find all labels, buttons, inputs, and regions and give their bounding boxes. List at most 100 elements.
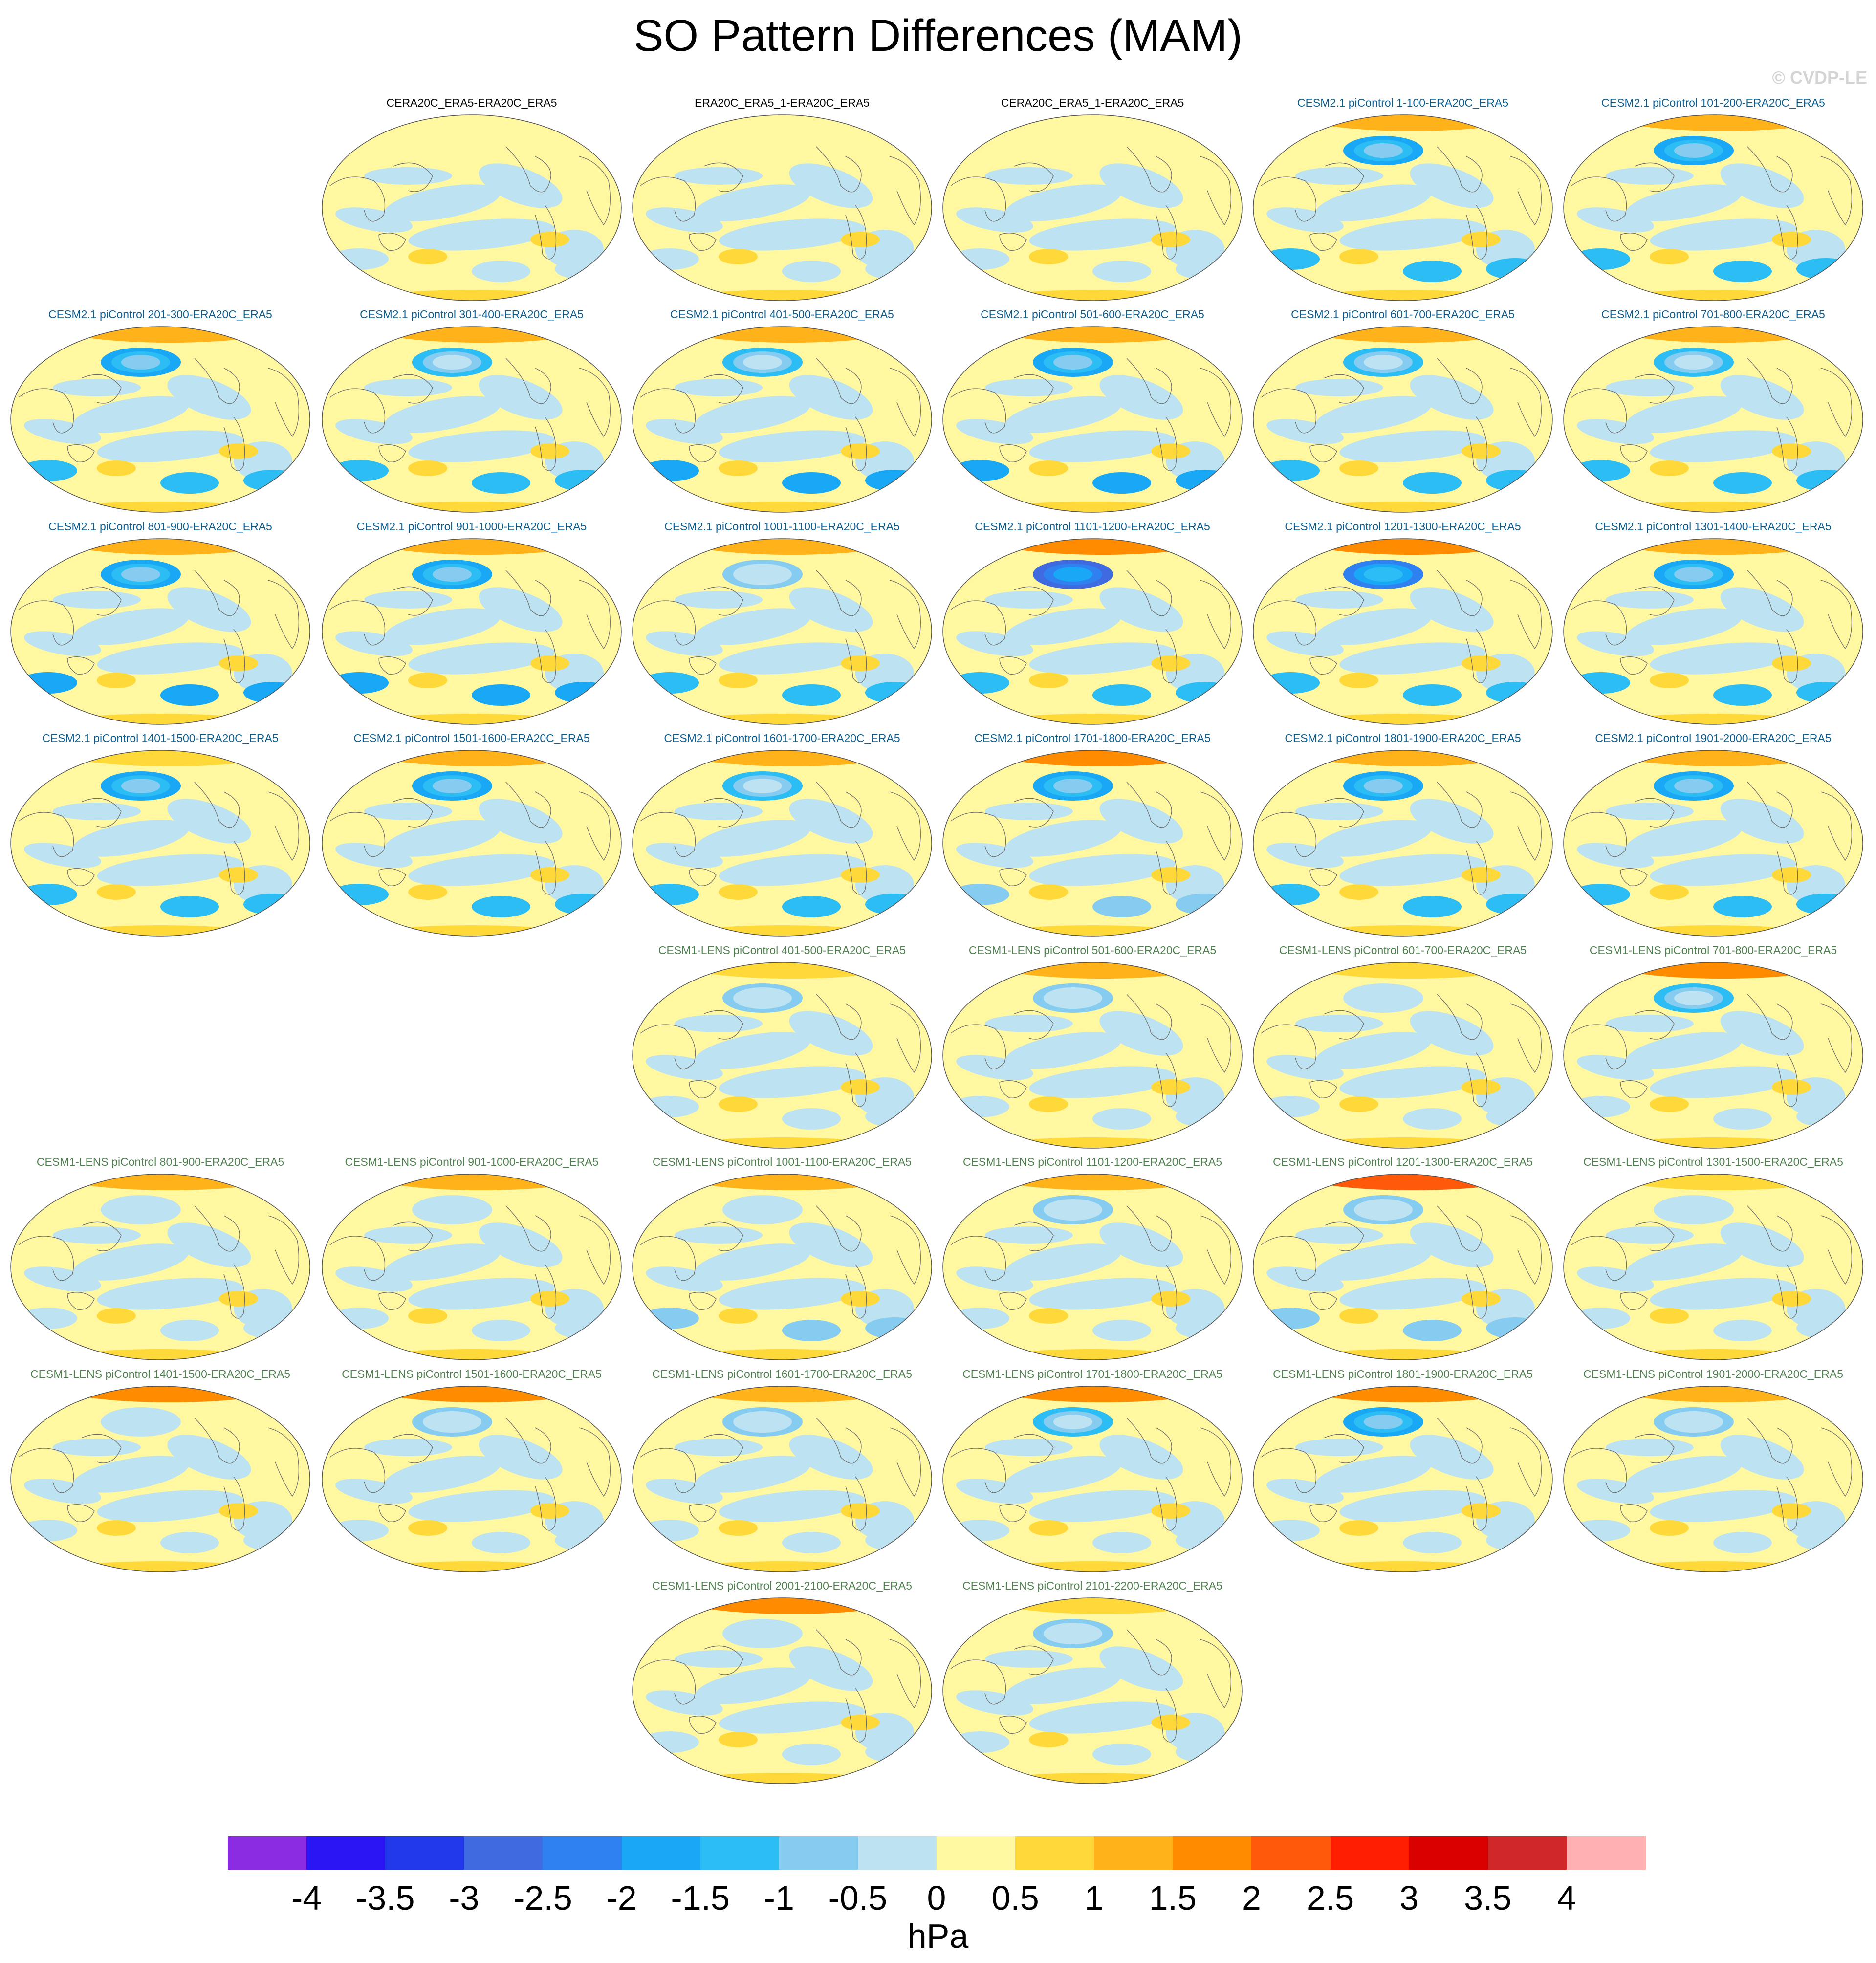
map-panel-title: CESM2.1 piControl 401-500-ERA20C_ERA5 [670,308,894,321]
north-pacific-low [733,1411,792,1433]
coastline [1620,1292,1648,1310]
coastline [640,812,696,857]
positive-patch [719,1520,758,1536]
north-pacific-low [1053,1415,1092,1429]
positive-patch [1462,867,1501,883]
negative-band [789,1011,873,1056]
antarctic-rim [33,1561,287,1572]
negative-band [1005,1667,1121,1704]
negative-band [1720,1435,1804,1480]
map-panel: CESM2.1 piControl 1401-1500-ERA20C_ERA5 [9,728,312,940]
negative-band [719,1490,865,1522]
southern-ocean-low [1092,1320,1151,1341]
positive-patch [1029,1520,1068,1536]
negative-band [1626,1032,1742,1069]
antarctic-rim [1276,1561,1530,1572]
southern-ocean-low [782,1744,841,1765]
coastline [1014,1010,1054,1040]
negative-band [985,1226,1073,1244]
negative-band [1029,854,1176,886]
negative-band [1005,1243,1121,1281]
coastline [1747,570,1793,616]
positive-patch [1339,1096,1378,1112]
coastline [703,162,743,192]
negative-band [1315,1032,1432,1069]
coastline [378,444,406,462]
coastline [1571,1448,1627,1493]
negative-band [1720,799,1804,844]
coastline [950,1659,1006,1705]
map-panel: CESM2.1 piControl 1801-1900-ERA20C_ERA5 [1251,728,1554,940]
coastline [1620,1080,1648,1098]
positive-patch [841,232,880,247]
colorbar-tick-label: -2 [606,1879,637,1917]
negative-band [1577,207,1654,233]
coastline [1510,156,1542,226]
map-panel-title: CESM2.1 piControl 1101-1200-ERA20C_ERA5 [975,520,1210,533]
coastline [1620,868,1648,886]
difference-map [942,326,1243,513]
coastline [1156,840,1178,895]
coastline [1635,586,1675,616]
southern-ocean-low [160,472,219,494]
southern-ocean-low [951,1731,1009,1753]
negative-band [335,207,413,233]
map-border [942,538,1243,725]
southern-ocean-low [640,1308,699,1329]
southern-ocean-low [1571,884,1630,905]
negative-band [1606,167,1694,185]
negative-band [1005,396,1121,433]
coastline [640,388,696,434]
negative-band [675,1226,763,1244]
negative-band [675,379,763,396]
negative-band [789,1646,873,1691]
southern-ocean-low [330,672,389,694]
positive-patch [1151,1079,1190,1095]
north-pacific-low [101,1195,181,1224]
positive-patch [841,1503,880,1519]
map-border [1253,538,1553,725]
negative-band [1266,1479,1344,1504]
negative-band [789,799,873,844]
coastline [1820,580,1852,650]
southern-ocean-low [1092,1108,1151,1130]
positive-patch [1151,1291,1190,1307]
coastline [267,1427,299,1497]
colorbar-tick-label: 3 [1399,1879,1419,1917]
negative-band [1005,820,1121,857]
positive-patch [530,1291,569,1307]
southern-ocean-low [1092,1532,1151,1553]
negative-band [1650,854,1796,886]
negative-band [1315,1243,1432,1281]
map-panel-title: CESM1-LENS piControl 1001-1100-ERA20C_ER… [652,1156,912,1168]
negative-band [384,184,501,221]
negative-band [167,799,251,844]
antarctic-rim [1586,1561,1840,1572]
north-pacific-low [1364,355,1403,370]
coastline [1820,1427,1852,1497]
negative-band [695,1243,811,1281]
negative-band [1099,1435,1183,1480]
map-border [322,1174,622,1360]
coastline [223,1264,245,1319]
coastline [535,205,557,260]
negative-band [1266,207,1344,233]
map-panel-title: CESM1-LENS piControl 601-700-ERA20C_ERA5 [1279,944,1527,957]
coastline [689,1292,717,1310]
negative-band [985,167,1073,185]
map-border [1253,1386,1553,1572]
positive-patch [408,673,447,688]
negative-band [985,1650,1073,1668]
map-border [1563,114,1863,301]
map-border [10,326,310,513]
coastline [1635,1010,1675,1040]
negative-band [479,375,563,420]
southern-ocean-low [951,1096,1009,1117]
coastline [950,388,1006,434]
negative-band [1029,1066,1176,1098]
coastline [1466,629,1488,683]
negative-band [1606,1226,1694,1244]
difference-map [10,1386,310,1572]
negative-band [789,163,873,208]
coastline [1126,570,1172,616]
